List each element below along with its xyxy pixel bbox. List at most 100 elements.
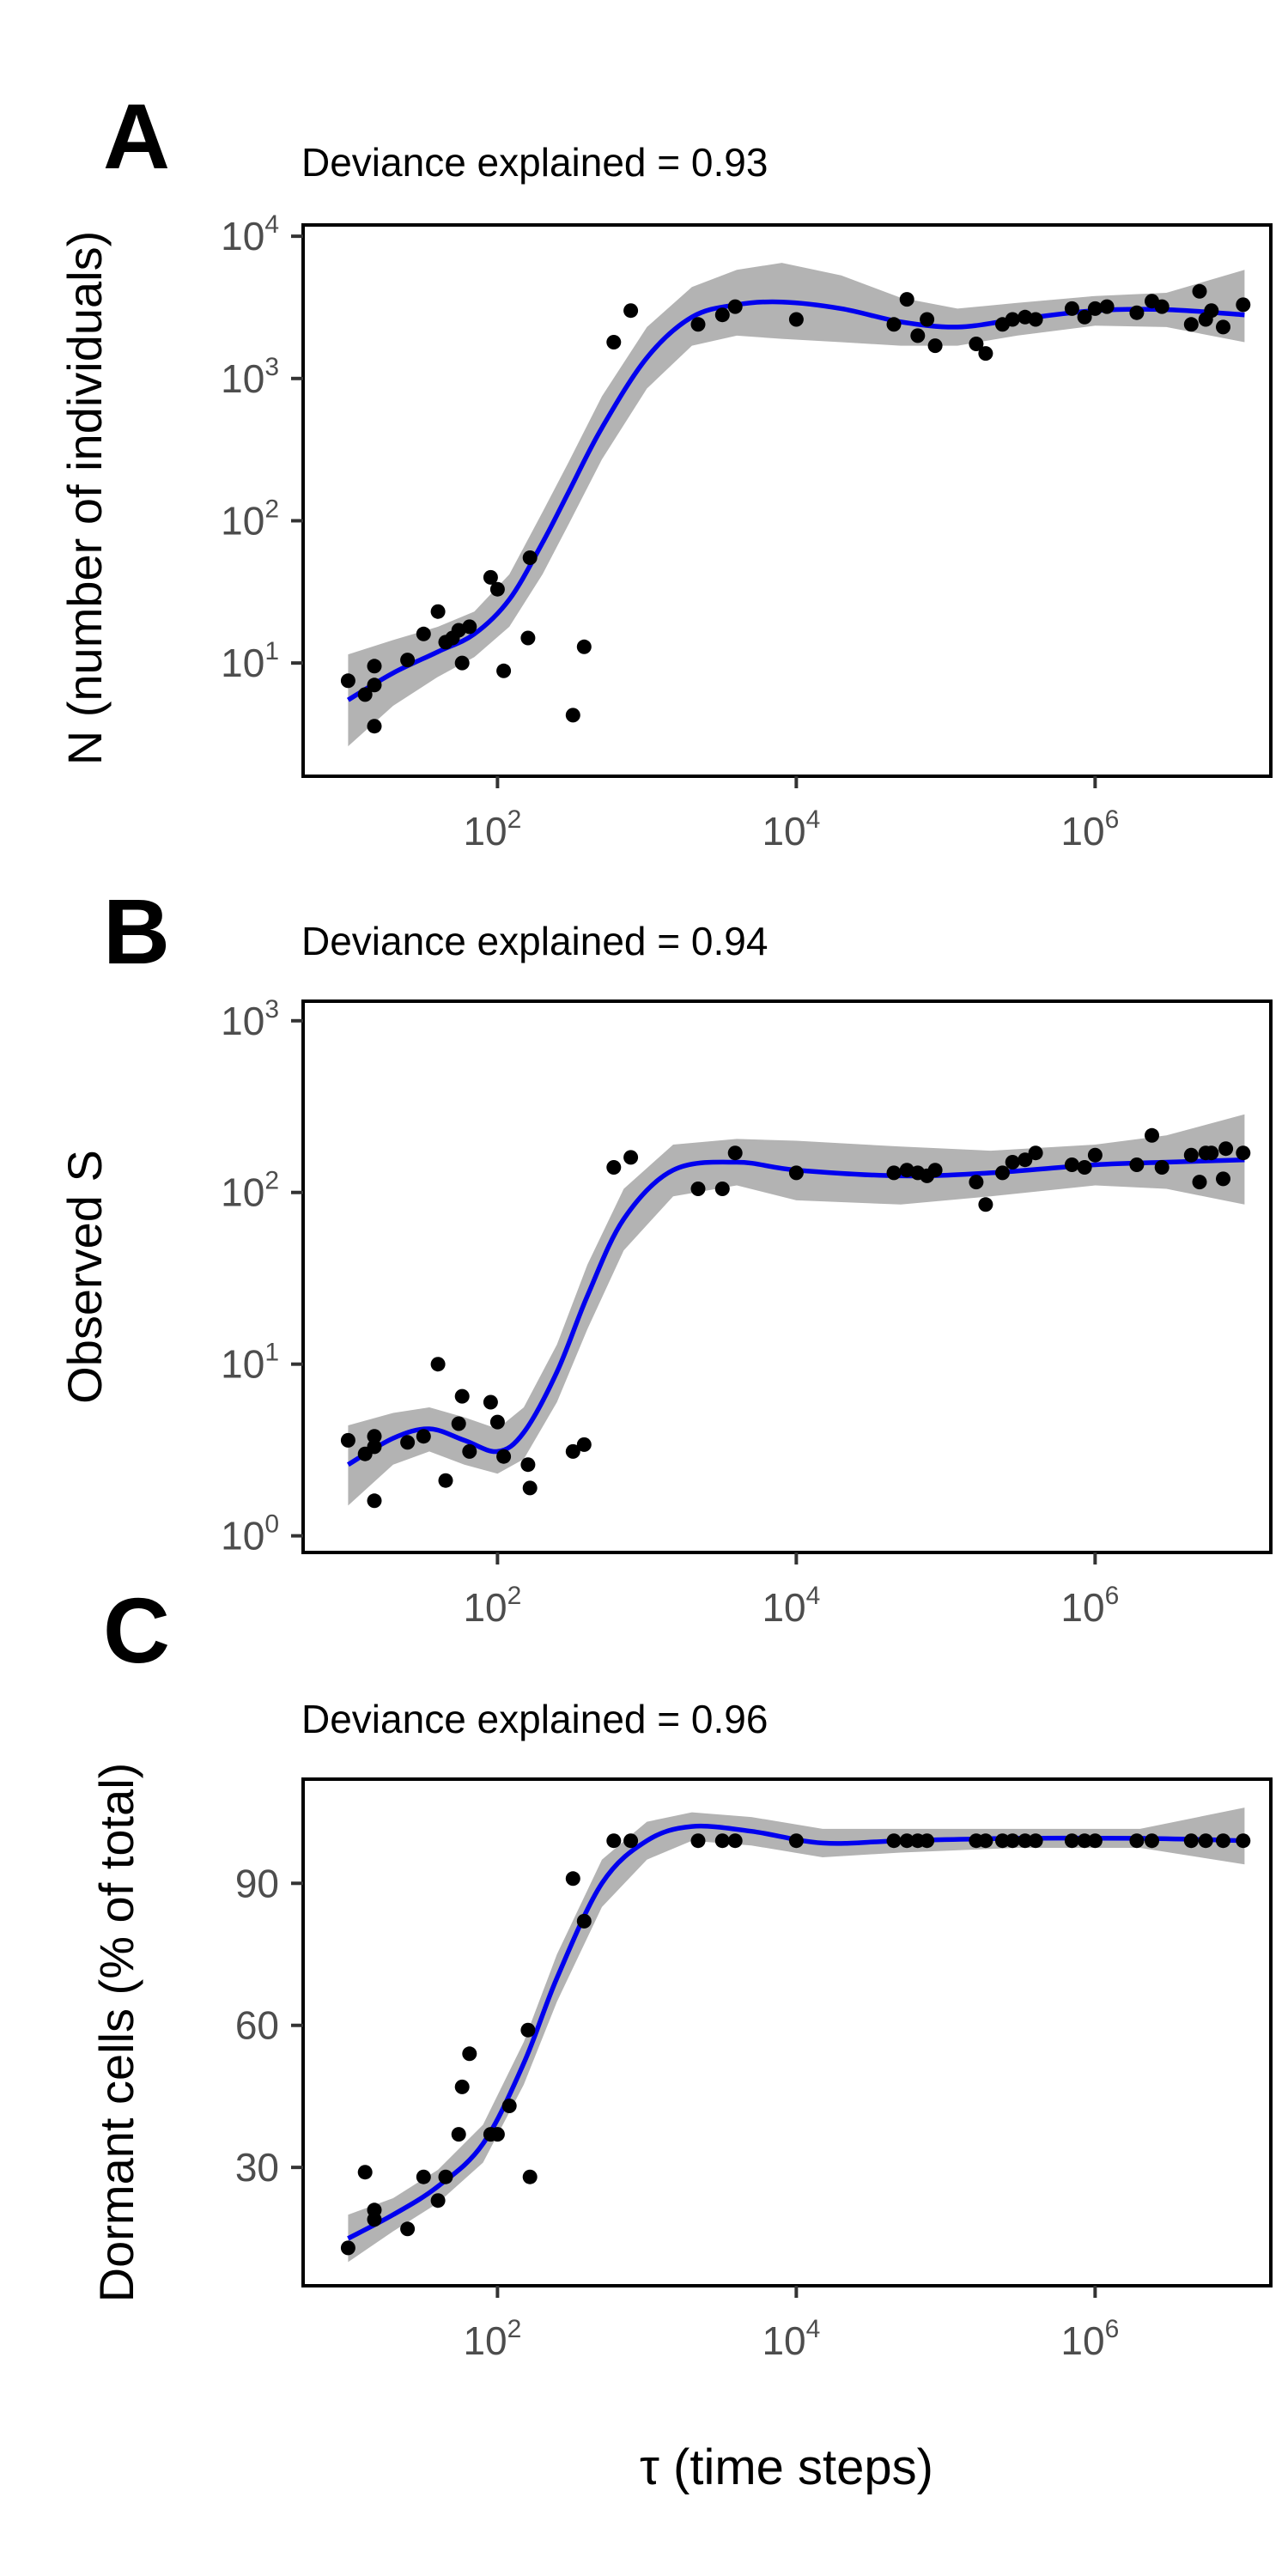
data-point [454, 2079, 470, 2094]
data-point [462, 2046, 477, 2062]
x-tick-label: 104 [762, 2315, 820, 2363]
data-point [367, 719, 382, 734]
y-tick-label: 100 [221, 1510, 279, 1558]
data-point [489, 581, 505, 597]
data-point [400, 2221, 416, 2237]
data-point [451, 1416, 466, 1431]
data-point [886, 1165, 902, 1181]
data-point [1236, 1833, 1251, 1849]
data-point [886, 1833, 902, 1849]
data-point [451, 2127, 466, 2142]
y-tick-label: 90 [235, 1861, 279, 1905]
data-point [1028, 312, 1043, 327]
data-point [1129, 1833, 1145, 1849]
data-point [1064, 1157, 1079, 1172]
data-point [430, 604, 446, 619]
data-point [1028, 1833, 1043, 1849]
data-point [1077, 309, 1092, 325]
x-tick-label: 104 [762, 1582, 820, 1630]
deviance-annotation: Deviance explained = 0.96 [301, 1697, 768, 1741]
data-point [430, 1357, 446, 1372]
data-point [1064, 301, 1079, 316]
data-point [367, 677, 382, 693]
data-point [1129, 1157, 1145, 1172]
y-tick-label: 103 [221, 353, 279, 401]
data-point [927, 338, 943, 354]
data-point [995, 1165, 1010, 1181]
data-point [1198, 1833, 1213, 1849]
data-point [788, 1165, 804, 1181]
data-point [1204, 303, 1219, 319]
data-point [1183, 317, 1199, 332]
panel-b: B Deviance explained = 0.94 Observed S 102 1… [58, 879, 1273, 1630]
data-point [454, 655, 470, 671]
data-point [1236, 1145, 1251, 1161]
data-point [489, 2127, 505, 2142]
data-point [430, 2193, 446, 2208]
data-point [727, 299, 743, 314]
data-point [1145, 1127, 1159, 1143]
data-point [920, 312, 935, 327]
data-point [1087, 301, 1103, 316]
data-point [1216, 1171, 1230, 1187]
data-point [1192, 283, 1207, 299]
data-point [1154, 1160, 1170, 1175]
x-tick-label: 104 [762, 805, 820, 854]
panel-letter: A [103, 84, 170, 188]
data-point [367, 1439, 382, 1455]
data-point [576, 1913, 592, 1929]
y-tick-label: 60 [235, 2003, 279, 2048]
data-point [927, 1163, 943, 1178]
y-tick-label: 104 [221, 210, 279, 258]
data-point [714, 1182, 730, 1196]
data-point [727, 1145, 743, 1161]
data-point [969, 337, 984, 351]
data-point [1005, 312, 1020, 327]
data-point [357, 2165, 373, 2180]
data-point [606, 1833, 622, 1849]
data-point [367, 2212, 382, 2227]
data-point [690, 1182, 706, 1196]
x-axis-label: τ (time steps) [640, 2439, 933, 2495]
x-tick-label: 102 [463, 2315, 521, 2363]
data-point [357, 687, 373, 702]
data-point [1192, 1175, 1207, 1190]
y-tick-label: 102 [221, 495, 279, 543]
data-point [522, 1480, 538, 1496]
data-point [576, 1437, 592, 1452]
data-point [462, 619, 477, 635]
deviance-annotation: Deviance explained = 0.94 [301, 919, 768, 963]
data-point [496, 663, 512, 678]
data-point [920, 1833, 935, 1849]
data-point [969, 1175, 984, 1190]
data-point [714, 1833, 730, 1849]
y-tick-label: 102 [221, 1167, 279, 1215]
data-point [483, 1394, 498, 1410]
data-point [623, 1150, 639, 1165]
data-point [788, 1833, 804, 1849]
y-tick-label: 103 [221, 995, 279, 1043]
data-point [1018, 1152, 1033, 1168]
data-point [1018, 1833, 1033, 1849]
data-point [565, 1443, 580, 1459]
data-point [690, 317, 706, 332]
data-point [1204, 1145, 1219, 1161]
data-point [1154, 299, 1170, 314]
deviance-annotation: Deviance explained = 0.93 [301, 140, 768, 185]
data-point [565, 708, 580, 723]
data-point [1064, 1833, 1079, 1849]
data-point [1077, 1833, 1092, 1849]
data-point [1183, 1833, 1199, 1849]
data-point [1005, 1833, 1020, 1849]
x-tick-label: 102 [463, 1582, 521, 1630]
panel-letter: C [103, 1578, 170, 1682]
data-point [1236, 297, 1251, 313]
data-point [454, 1388, 470, 1404]
data-point [1099, 299, 1115, 314]
data-point [565, 1871, 580, 1886]
data-point [496, 1449, 512, 1464]
data-point [1218, 1141, 1234, 1157]
data-point [340, 1432, 355, 1448]
data-point [1028, 1145, 1043, 1161]
